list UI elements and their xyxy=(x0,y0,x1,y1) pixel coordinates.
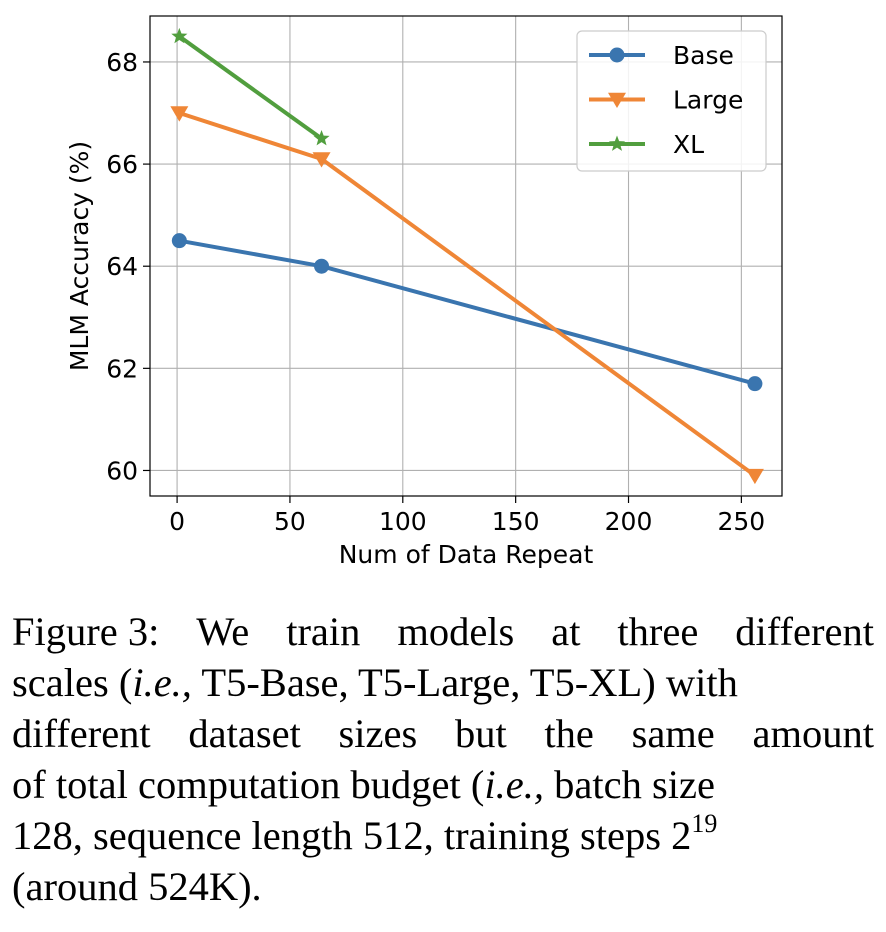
caption-word: three xyxy=(617,609,699,654)
data-point-large xyxy=(312,152,331,168)
legend-marker-base xyxy=(609,47,625,63)
caption-word: different xyxy=(12,711,151,756)
caption-text: 128, sequence length 512, training steps… xyxy=(12,813,692,858)
caption-superscript: 19 xyxy=(691,809,718,838)
caption-word: We xyxy=(196,609,250,654)
ticks: 0 50 100 150 200 250 60 62 64 66 68 xyxy=(106,48,765,536)
caption-word: train xyxy=(286,609,361,654)
series-line-base xyxy=(177,238,757,386)
caption-word: models xyxy=(397,609,515,654)
y-tick-label: 66 xyxy=(106,150,138,179)
y-axis-label: MLM Accuracy (%) xyxy=(65,141,94,371)
figure-caption: Figure 3: We train models at three diffe… xyxy=(12,606,874,912)
caption-word: amount xyxy=(752,711,874,756)
caption-word: dataset xyxy=(188,711,301,756)
caption-text: (around 524K). xyxy=(12,864,262,909)
caption-text: batch size xyxy=(544,762,715,807)
x-tick-label: 150 xyxy=(492,507,540,536)
caption-word: same xyxy=(631,711,715,756)
caption-word: the xyxy=(544,711,594,756)
data-point-xl xyxy=(171,27,188,44)
caption-line-1: Figure 3: We train models at three diffe… xyxy=(12,606,874,657)
legend-marker-xl xyxy=(608,135,626,151)
y-tick-label: 62 xyxy=(106,354,138,383)
x-tick-label: 100 xyxy=(379,507,427,536)
legend-label-large: Large xyxy=(673,86,743,115)
caption-text: T5-Base, T5-Large, T5-XL) with xyxy=(191,660,738,705)
x-tick-label: 50 xyxy=(274,507,306,536)
data-point-base xyxy=(171,233,187,249)
legend: Base Large XL xyxy=(576,30,767,172)
chart: 0 50 100 150 200 250 60 62 64 66 68 Num of Data Re… xyxy=(65,15,783,569)
caption-line-5: 128, sequence length 512, training steps… xyxy=(12,810,874,861)
x-axis-label: Num of Data Repeat xyxy=(339,540,594,569)
legend-label-xl: XL xyxy=(673,130,704,159)
caption-word: sizes xyxy=(338,711,418,756)
x-tick-label: 250 xyxy=(718,507,766,536)
caption-line-2: scales (i.e., T5-Base, T5-Large, T5-XL) … xyxy=(12,657,874,708)
caption-italic-ie: i.e., xyxy=(484,762,545,807)
caption-word: different xyxy=(735,609,874,654)
x-tick-label: 0 xyxy=(169,507,185,536)
caption-line-3: different dataset sizes but the same amo… xyxy=(12,708,874,759)
legend-marker-large xyxy=(608,92,626,109)
data-point-base xyxy=(314,258,330,274)
caption-word: Figure 3: xyxy=(12,609,160,654)
y-tick-label: 60 xyxy=(106,456,138,485)
x-tick-label: 200 xyxy=(605,507,653,536)
y-tick-label: 64 xyxy=(106,252,138,281)
series-layer xyxy=(170,27,764,485)
y-tick-label: 68 xyxy=(106,48,138,77)
series-line-xl xyxy=(177,34,324,141)
caption-line-4: of total computation budget (i.e., batch… xyxy=(12,759,874,810)
caption-italic-ie: i.e., xyxy=(132,660,192,705)
legend-box xyxy=(576,30,767,172)
data-point-large xyxy=(745,468,764,485)
caption-word: but xyxy=(454,711,507,756)
legend-label-base: Base xyxy=(673,41,734,70)
data-point-xl xyxy=(313,130,330,146)
data-point-base xyxy=(747,376,763,392)
caption-word: at xyxy=(551,609,581,654)
caption-text: scales ( xyxy=(12,660,133,705)
data-point-large xyxy=(170,106,189,122)
caption-text: of total computation budget ( xyxy=(12,762,485,807)
caption-line-6: (around 524K). xyxy=(12,861,874,912)
axes-frame xyxy=(149,15,783,497)
